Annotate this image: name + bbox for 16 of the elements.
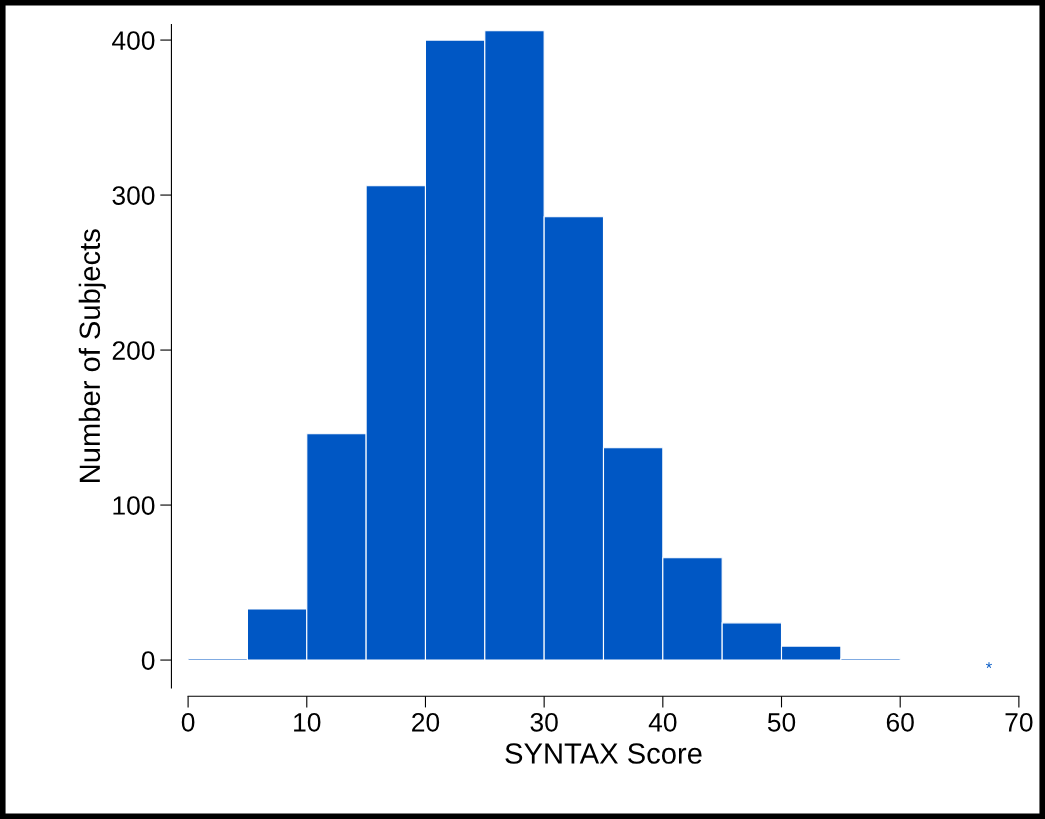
x-tick-label: 0 [181, 712, 195, 732]
y-axis-title: Number of Subjects [78, 229, 106, 482]
x-tick-label: 60 [886, 712, 914, 732]
y-tick-label: 400 [112, 31, 155, 50]
x-tick-label: 10 [294, 712, 321, 732]
annotation: * [985, 662, 992, 669]
y-tick-label: 300 [112, 186, 155, 205]
x-tick-label: 30 [530, 712, 558, 732]
x-axis-title: SYNTAX Score [505, 743, 702, 764]
y-tick-label: 0 [141, 651, 155, 670]
x-tick-label: 20 [412, 712, 440, 732]
x-tick-label: 70 [1005, 712, 1033, 732]
y-tick-label: 100 [113, 496, 155, 515]
y-tick-label: 200 [112, 341, 155, 360]
x-tick-label: 50 [767, 712, 796, 732]
x-tick-label: 40 [648, 712, 677, 732]
